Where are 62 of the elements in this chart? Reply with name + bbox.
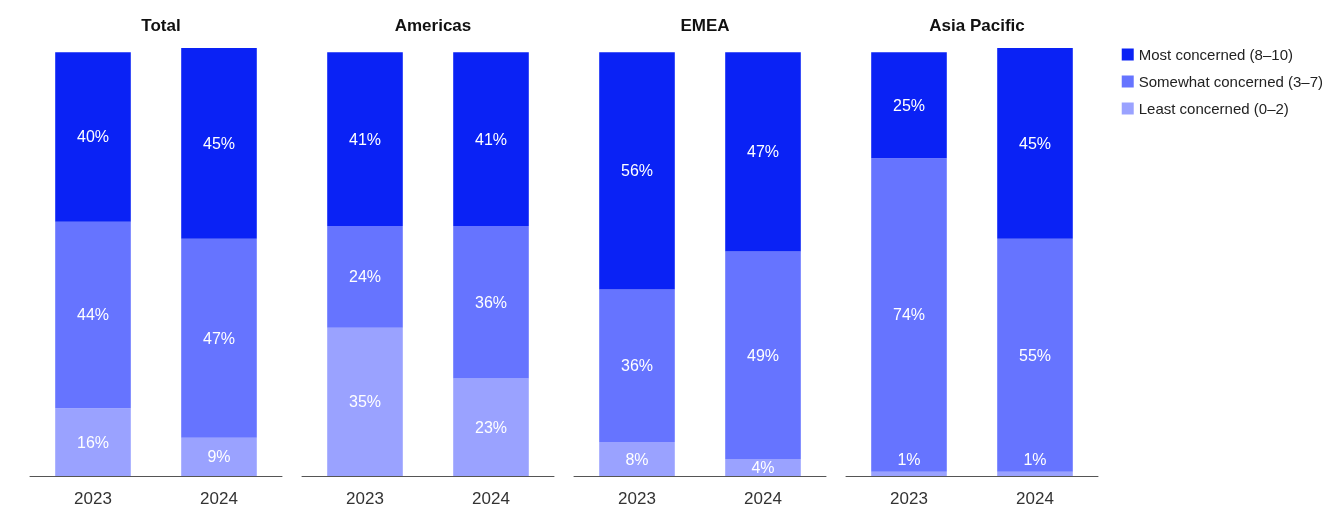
data-label: 49% [746, 346, 780, 364]
data-label: 23% [474, 418, 508, 436]
data-label: 35% [348, 393, 382, 411]
bar [599, 52, 675, 290]
data-label: 1% [1023, 451, 1047, 469]
x-tick-label: 2024 [200, 489, 238, 508]
data-label: 41% [348, 130, 382, 148]
bar [453, 52, 529, 226]
x-tick-label: 2024 [1016, 489, 1054, 508]
data-label: 36% [474, 293, 508, 311]
x-tick-label: 2023 [618, 489, 656, 508]
data-label: 25% [892, 96, 926, 114]
data-label: 8% [625, 450, 649, 468]
data-label: 41% [474, 130, 508, 148]
bar [55, 221, 131, 409]
x-tick-label: 2023 [346, 489, 384, 508]
data-label: 45% [1018, 134, 1052, 152]
bar [453, 225, 529, 379]
data-label: 4% [751, 459, 775, 477]
legend-label: Least concerned (0–2) [1138, 100, 1289, 117]
data-label: 55% [1018, 346, 1052, 364]
bar [599, 289, 675, 443]
bar [599, 442, 675, 476]
bar [725, 52, 801, 252]
bar [453, 378, 529, 476]
x-tick-label: 2024 [744, 489, 782, 508]
bar [871, 52, 947, 159]
legend-label: Most concerned (8–10) [1138, 46, 1293, 63]
chart-title: Americas [394, 16, 472, 35]
bar [997, 48, 1073, 239]
x-tick-label: 2024 [472, 489, 510, 508]
data-label: 24% [348, 268, 382, 286]
data-label: 44% [76, 306, 110, 324]
bar [327, 225, 403, 328]
data-label: 47% [746, 143, 780, 161]
bar [997, 471, 1073, 476]
bar [181, 238, 257, 438]
bar [55, 408, 131, 476]
chart-title: EMEA [680, 16, 730, 35]
data-label: 45% [202, 134, 236, 152]
data-label: 36% [620, 357, 654, 375]
data-label: 74% [892, 306, 926, 324]
chart-title: Asia Pacific [929, 16, 1025, 35]
legend-label: Somewhat concerned (3–7) [1138, 73, 1324, 90]
bar [871, 158, 947, 472]
x-tick-label: 2023 [74, 489, 112, 508]
data-label: 40% [76, 128, 110, 146]
chart-title: Total [141, 16, 181, 35]
data-label: 16% [76, 433, 110, 451]
bar [327, 327, 403, 476]
data-label: 9% [207, 448, 231, 466]
data-label: 56% [620, 162, 654, 180]
bar [997, 238, 1073, 472]
data-label: 47% [202, 329, 236, 347]
bar [871, 471, 947, 476]
x-tick-label: 2023 [890, 489, 928, 508]
bar [55, 52, 131, 222]
bar [327, 52, 403, 226]
data-label: 1% [897, 451, 921, 469]
bar [725, 251, 801, 460]
bar [181, 437, 257, 476]
bar [181, 48, 257, 239]
